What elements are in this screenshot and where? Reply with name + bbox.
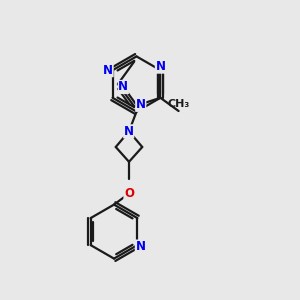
Text: N: N bbox=[103, 64, 113, 77]
Text: CH₃: CH₃ bbox=[167, 99, 190, 109]
Text: N: N bbox=[136, 98, 146, 111]
Text: N: N bbox=[155, 60, 165, 73]
Text: N: N bbox=[124, 125, 134, 138]
Text: N: N bbox=[118, 80, 128, 94]
Text: O: O bbox=[124, 187, 134, 200]
Text: N: N bbox=[135, 240, 146, 253]
